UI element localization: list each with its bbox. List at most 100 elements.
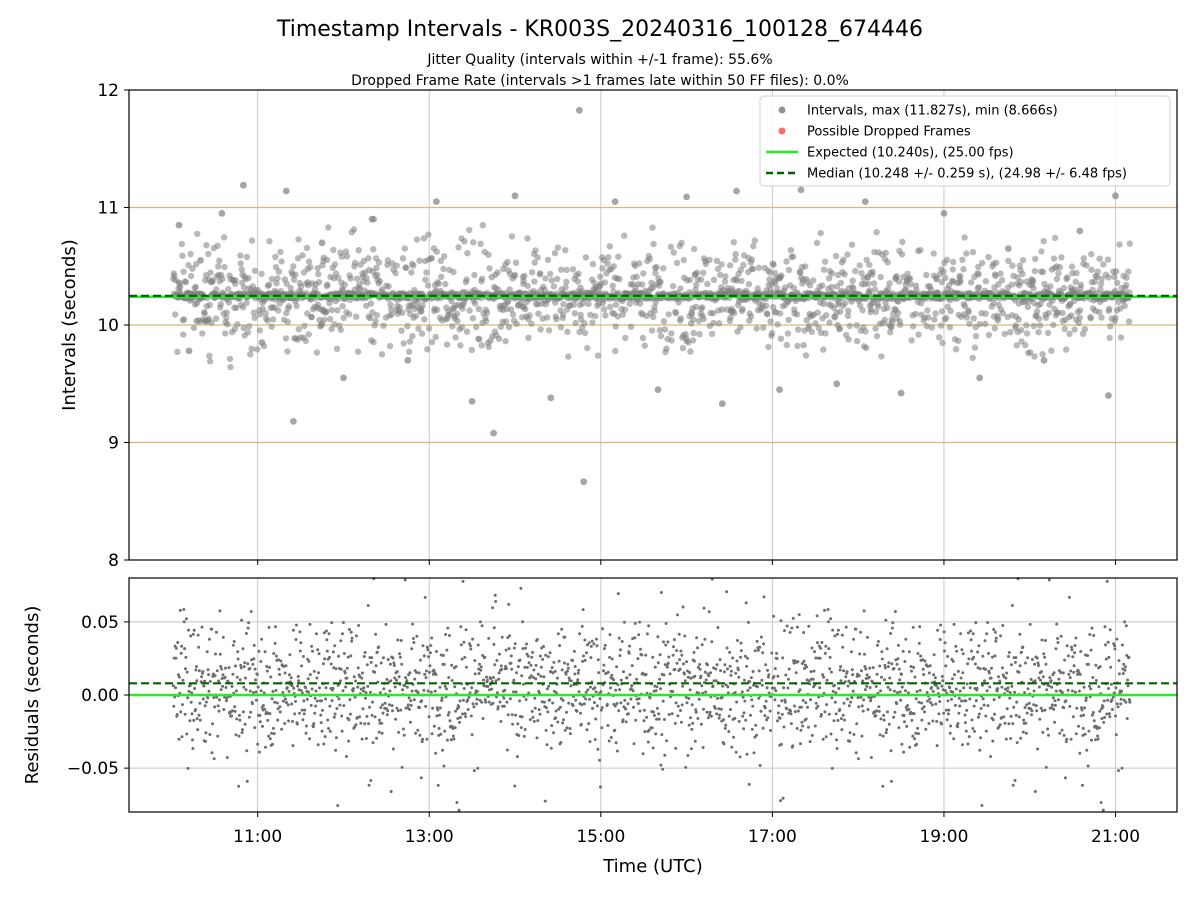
residual-point [174,646,178,650]
bottom-y-tick-label: 0.00 [81,686,119,706]
residual-point [359,721,363,725]
interval-point [817,229,824,237]
residual-point [231,643,235,647]
residual-point [974,699,978,703]
residual-point [1033,662,1037,666]
residual-point [505,667,508,670]
residual-point [892,715,896,719]
residual-point [849,650,853,654]
interval-point [1096,308,1103,316]
residual-point [244,632,248,635]
residual-point [751,670,755,673]
residual-point [345,666,349,670]
residual-point [409,703,413,707]
residual-point [615,702,619,705]
interval-point [636,260,643,267]
interval-point [950,258,957,266]
interval-point [865,280,872,287]
residual-point [1023,661,1027,665]
residual-point [182,620,186,624]
residual-point [971,632,975,636]
residual-point [546,710,550,714]
residual-point [966,662,970,666]
residual-point [298,711,301,715]
residual-point [624,707,628,711]
residual-point [695,636,699,640]
interval-point [700,315,707,323]
residual-point [463,712,467,716]
residual-point [894,658,898,662]
residual-point [851,689,855,693]
residual-point [233,709,237,713]
residual-point [775,651,779,655]
residual-point [236,657,240,661]
residual-point [826,608,830,611]
residual-point [1082,713,1086,717]
residual-point [1064,699,1068,703]
residual-point [234,733,238,737]
residual-point [835,747,839,750]
residual-point [905,724,909,728]
residual-point [1011,783,1015,787]
interval-point [1126,240,1134,247]
residual-point [217,698,221,702]
interval-point [925,314,932,321]
residual-point [1080,783,1084,787]
residual-point [684,765,688,769]
residual-point [350,639,354,643]
residual-point [354,679,358,683]
interval-point [400,340,407,347]
residual-point [618,654,622,658]
residual-point [784,673,788,677]
residual-point [475,702,478,706]
legend: Intervals, max (11.827s), min (8.666s)Po… [759,95,1171,187]
top-y-tick-label: 9 [108,434,119,454]
interval-point [594,352,602,359]
interval-point [924,307,931,314]
residual-point [736,668,740,672]
residual-point [780,699,784,703]
interval-point [1023,322,1030,329]
residual-point [564,672,568,676]
residual-point [983,667,987,671]
residual-point [690,727,694,731]
interval-point [604,260,611,267]
residual-point [337,654,341,658]
residual-point [960,699,963,703]
interval-point [403,264,410,271]
interval-point [994,315,1002,322]
residual-point [529,663,533,667]
interval-point [726,262,734,269]
residual-point [1117,659,1121,663]
interval-point [802,352,810,359]
residual-point [1087,684,1091,688]
residual-point [1023,691,1027,695]
residual-point [820,641,824,644]
residual-point [667,655,671,659]
interval-point [511,271,518,278]
residual-point [887,722,891,726]
interval-point [206,301,213,309]
residual-point [408,707,411,711]
residual-point [356,685,360,689]
residual-point [1007,722,1011,726]
interval-point [861,198,869,206]
interval-point [524,282,531,289]
residual-point [196,728,200,732]
residual-point [521,620,525,624]
residual-point [619,648,622,652]
residual-point [958,689,962,693]
interval-point [1032,255,1039,263]
residual-point [242,665,246,669]
residual-point [1021,730,1025,734]
residual-point [1103,625,1107,629]
residual-point [180,735,184,739]
interval-point [1059,309,1066,317]
residual-point [347,739,351,743]
interval-point [909,323,917,330]
interval-point [504,258,511,266]
interval-point [679,344,687,352]
interval-point [1029,278,1037,285]
residual-point [338,679,342,683]
residual-point [821,737,825,741]
